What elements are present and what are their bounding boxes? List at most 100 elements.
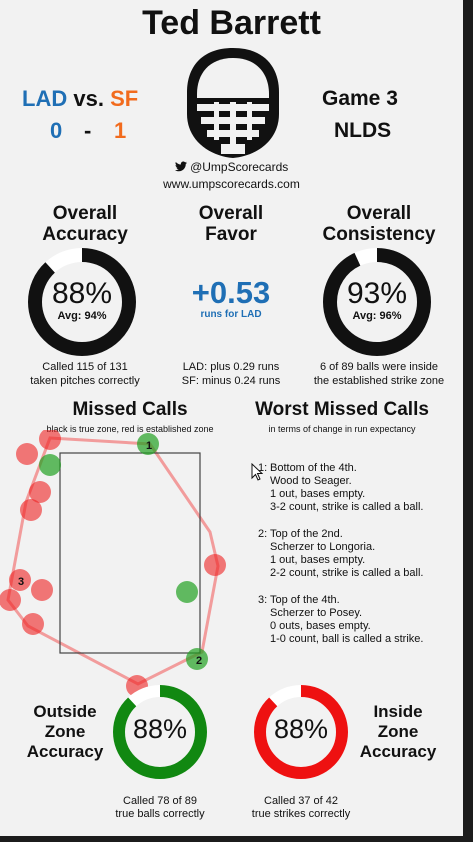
favor-note-1: LAD: plus 0.29 runs — [182, 361, 280, 373]
consistency-ring: 93% Avg: 96% — [322, 247, 432, 357]
accuracy-note-1: Called 115 of 131 — [42, 361, 128, 373]
worst-call-line: Wood to Seager. — [270, 475, 352, 487]
website-url: www.umpscorecards.com — [163, 177, 300, 191]
worst-call-item: 3: Top of the 4th. Scherzer to Posey. 0 … — [258, 594, 458, 646]
umpire-name: Ted Barrett — [142, 4, 321, 42]
accuracy-avg: Avg: 94% — [57, 310, 107, 322]
missed-calls-subtitle: black is true zone, red is established z… — [46, 424, 214, 434]
inside-label-2: Zone — [377, 722, 419, 741]
missed-label-2: 2 — [196, 655, 202, 667]
worst-call-line: Scherzer to Posey. — [270, 607, 363, 619]
worst-call-line: Top of the 4th. — [270, 594, 340, 606]
worst-call-line: Top of the 2nd. — [270, 528, 343, 540]
accuracy-title-2: Accuracy — [42, 224, 128, 245]
scorecard: Ted Barrett LAD vs. SF 0 - 1 Game 3 NLDS… — [0, 0, 463, 836]
accuracy-arc — [28, 248, 136, 356]
missed-point — [137, 433, 159, 455]
series-label: NLDS — [334, 119, 392, 142]
away-score: 0 — [50, 118, 63, 143]
missed-calls-plot: 1 2 3 — [0, 430, 226, 697]
consistency-title-2: Consistency — [322, 224, 436, 245]
worst-call-line: 1 out, bases empty. — [270, 488, 366, 500]
worst-call-number: 1: — [258, 462, 268, 474]
vs-label: vs. — [73, 86, 104, 111]
worst-calls-title: Worst Missed Calls — [255, 399, 429, 420]
missed-point — [9, 569, 31, 591]
home-score: 1 — [114, 118, 127, 143]
inside-label-3: Accuracy — [359, 742, 437, 761]
outside-note-1: Called 78 of 89 — [123, 795, 197, 807]
worst-call-number: 3: — [258, 594, 268, 606]
missed-point — [16, 443, 38, 465]
favor-note-2: SF: minus 0.24 runs — [181, 375, 281, 387]
favor-title-2: Favor — [205, 224, 257, 245]
worst-call-line: 2-2 count, strike is called a ball. — [270, 567, 424, 579]
worst-call-line: 0 outs, bases empty. — [270, 620, 371, 632]
accuracy-note-2: taken pitches correctly — [30, 375, 140, 387]
worst-call-line: 1 out, bases empty. — [270, 554, 366, 566]
consistency-note-2: the established strike zone — [313, 375, 445, 387]
true-zone — [59, 452, 201, 654]
missed-point — [20, 499, 42, 521]
accuracy-title-1: Overall — [52, 203, 118, 224]
inside-label-1: Inside — [373, 702, 423, 721]
inside-value: 88% — [273, 714, 329, 744]
social-handle: @UmpScorecards — [190, 160, 289, 174]
window-edge-bottom — [0, 836, 463, 842]
worst-calls-list: 1: Bottom of the 4th. Wood to Seager. 1 … — [258, 462, 458, 646]
favor-value: +0.53 — [191, 275, 271, 310]
game-label: Game 3 — [322, 87, 398, 110]
missed-point — [186, 648, 208, 670]
worst-call-line: 3-2 count, strike is called a ball. — [270, 501, 424, 513]
missed-point — [0, 589, 21, 611]
worst-call-line: Bottom of the 4th. — [270, 462, 357, 474]
outside-label-2: Zone — [44, 722, 86, 741]
window-edge-right — [463, 0, 473, 842]
favor-title-1: Overall — [198, 203, 264, 224]
missed-point — [22, 613, 44, 635]
worst-calls-subtitle: in terms of change in run expectancy — [268, 424, 416, 434]
worst-call-line: Scherzer to Longoria. — [270, 541, 376, 553]
home-team: SF — [110, 86, 139, 111]
missed-label-1: 1 — [146, 440, 152, 452]
missed-label-3: 3 — [18, 576, 24, 588]
inside-ring: 88% — [253, 684, 349, 780]
social-handle-row: @UmpScorecards — [0, 160, 463, 174]
outside-value: 88% — [132, 714, 188, 744]
inside-arc — [254, 685, 348, 779]
consistency-arc — [323, 248, 431, 356]
missed-point — [31, 579, 53, 601]
missed-point — [204, 554, 226, 576]
favor-sub: runs for LAD — [200, 309, 262, 320]
mouse-cursor-icon — [251, 463, 263, 481]
missed-point — [176, 581, 198, 603]
missed-points-red — [0, 430, 226, 697]
missed-point — [39, 454, 61, 476]
worst-call-item: 1: Bottom of the 4th. Wood to Seager. 1 … — [258, 462, 458, 514]
accuracy-ring: 88% Avg: 94% — [27, 247, 137, 357]
outside-label-1: Outside — [33, 702, 97, 721]
missed-calls-title: Missed Calls — [72, 399, 188, 420]
established-zone — [6, 436, 220, 686]
twitter-bird-icon — [174, 161, 187, 172]
inside-note-1: Called 37 of 42 — [264, 795, 338, 807]
outside-label-3: Accuracy — [26, 742, 104, 761]
worst-call-line: 1-0 count, ball is called a strike. — [270, 633, 424, 645]
missed-point — [39, 430, 61, 450]
missed-point — [29, 481, 51, 503]
inside-note-2: true strikes correctly — [251, 808, 351, 820]
umpire-mask-logo — [187, 48, 279, 158]
worst-call-item: 2: Top of the 2nd. Scherzer to Longoria.… — [258, 528, 458, 580]
consistency-avg: Avg: 96% — [352, 310, 402, 322]
accuracy-value: 88% — [51, 277, 113, 310]
outside-ring: 88% — [112, 684, 208, 780]
missed-points-green — [39, 433, 208, 670]
matchup-teams: LAD vs. SF — [22, 86, 138, 112]
outside-note-2: true balls correctly — [115, 808, 205, 820]
consistency-note-1: 6 of 89 balls were inside — [319, 361, 438, 373]
worst-call-number: 2: — [258, 528, 268, 540]
outside-arc — [113, 685, 207, 779]
consistency-title-1: Overall — [346, 203, 412, 224]
away-team: LAD — [22, 86, 68, 111]
consistency-value: 93% — [346, 277, 408, 310]
